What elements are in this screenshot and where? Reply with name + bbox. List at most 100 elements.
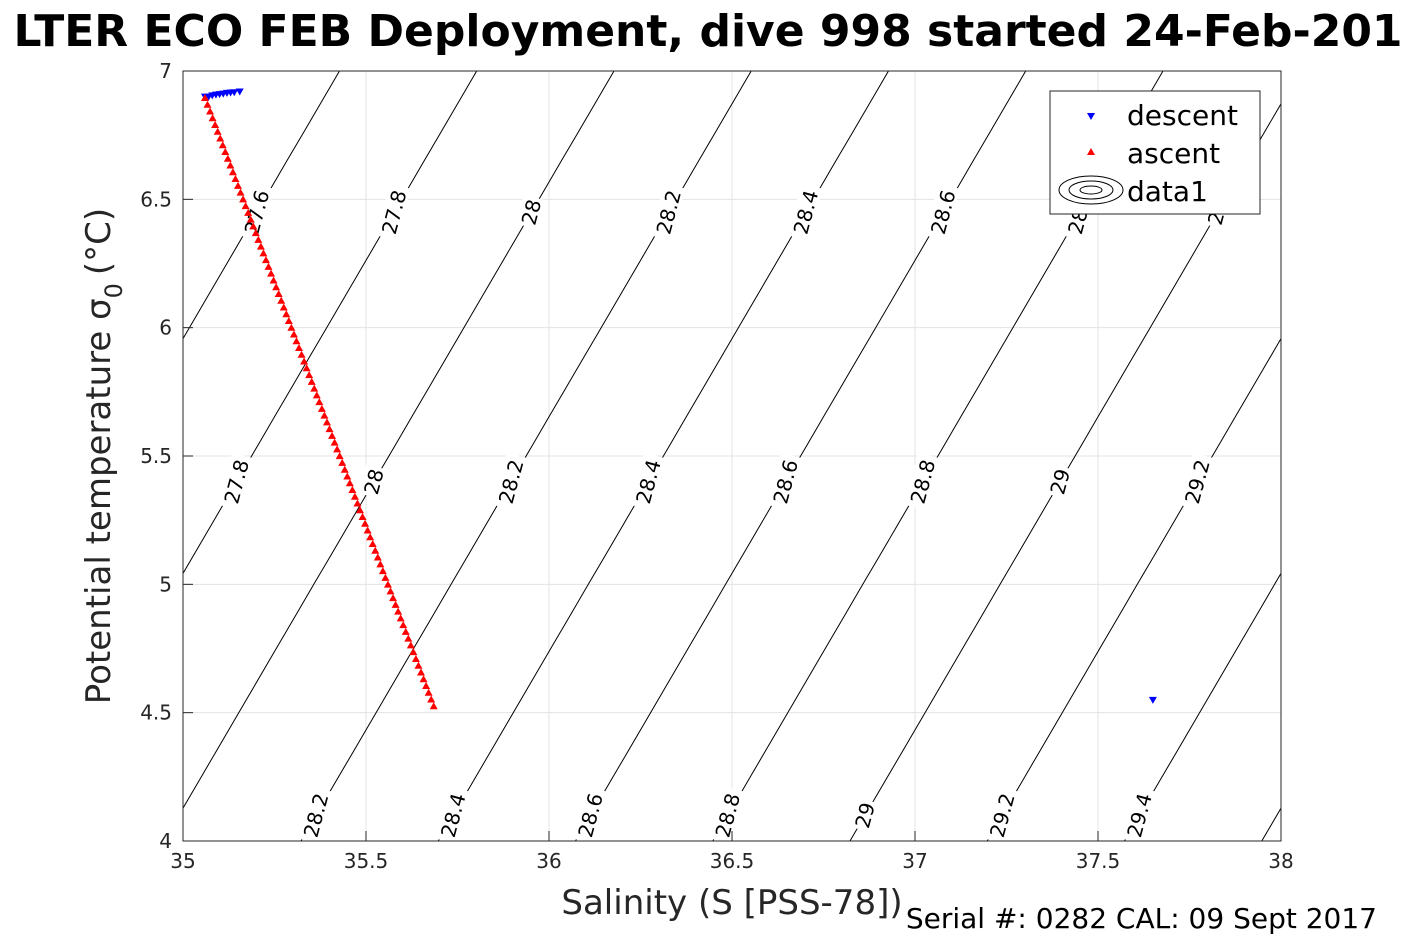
ascent-point [282, 310, 291, 318]
y-tick-label: 7 [159, 59, 172, 83]
ascent-point [361, 519, 370, 527]
ascent-point [320, 411, 329, 419]
ascent-point [345, 479, 354, 487]
ascent-point [378, 567, 387, 575]
ascent-point [399, 621, 408, 629]
ascent-point [203, 100, 212, 108]
isopycnal-line [183, 71, 478, 575]
y-tick-label: 6 [159, 316, 172, 340]
ascent-point [221, 148, 230, 156]
ascent-point [226, 161, 235, 169]
ascent-point [404, 634, 413, 642]
ascent-point [366, 533, 375, 541]
ascent-point [216, 134, 225, 142]
ascent-point [424, 688, 433, 696]
ascent-point [254, 235, 263, 243]
ascent-point [406, 641, 415, 649]
ascent-point [241, 202, 250, 210]
ascent-point [350, 492, 359, 500]
ascent-point [335, 452, 344, 460]
ascent-point [343, 472, 352, 480]
ascent-point [333, 445, 342, 453]
ascent-point [371, 546, 380, 554]
legend-contour-icon [1058, 175, 1124, 205]
ascent-point [373, 553, 382, 561]
isopycnal-line [300, 71, 752, 841]
isopycnal-line [437, 71, 890, 841]
ascent-point [328, 431, 337, 439]
ascent-point [239, 195, 248, 203]
ascent-point [231, 175, 240, 183]
descent-point [1148, 696, 1157, 704]
ascent-point [322, 418, 331, 426]
legend: descent ascent data1 [1049, 90, 1261, 215]
descent-point [235, 88, 244, 96]
ascent-point [325, 425, 334, 433]
ascent-point [305, 371, 314, 379]
legend-data1-label: data1 [1127, 175, 1208, 208]
descent-point [204, 93, 213, 101]
ascent-point [228, 168, 237, 176]
ascent-point [386, 587, 395, 595]
y-tick-label: 4 [159, 829, 172, 853]
isopycnal-line [986, 337, 1281, 841]
ascent-point [381, 573, 390, 581]
ascent-point [274, 289, 283, 297]
ascent-point [279, 303, 288, 311]
ascent-point [340, 465, 349, 473]
ascent-point [401, 627, 410, 635]
ascent-point [353, 499, 362, 507]
ascent-point [310, 384, 319, 392]
isopycnal-line [183, 71, 341, 340]
contour-label: 28 [515, 194, 546, 230]
ascent-point [363, 526, 372, 534]
ascent-point [236, 188, 245, 196]
ascent-point [315, 398, 324, 406]
ascent-point [302, 364, 311, 372]
ascent-point [419, 675, 428, 683]
ascent-point [427, 695, 436, 703]
ascent-point [383, 580, 392, 588]
ascent-point [259, 249, 268, 257]
y-axis-title-unit: (°C) [79, 208, 119, 275]
ascent-point [206, 107, 215, 115]
ascent-point [394, 607, 403, 615]
x-tick-label: 35 [170, 849, 195, 873]
contour-label: 28 [358, 464, 389, 499]
ascent-point [272, 283, 281, 291]
ascent-point [267, 269, 276, 277]
legend-ascent-marker [1087, 148, 1095, 155]
ascent-point [251, 229, 260, 237]
contour-label: 29 [849, 797, 880, 833]
ascent-point [356, 506, 365, 514]
ascent-point [297, 350, 306, 358]
ascent-point [292, 337, 301, 345]
y-axis-title: Potential temperature σ [79, 298, 119, 704]
ascent-point [223, 154, 232, 162]
ascent-point [300, 357, 309, 365]
ascent-point [211, 120, 220, 128]
ascent-point [234, 181, 243, 189]
ascent-point [338, 458, 347, 466]
y-tick-label: 5 [159, 572, 172, 596]
y-tick-label: 5.5 [140, 444, 172, 468]
chart-title: LTER ECO FEB Deployment, dive 998 starte… [13, 6, 1402, 57]
y-tick-label: 4.5 [140, 701, 172, 725]
legend-ascent-label: ascent [1127, 137, 1220, 170]
ascent-point [330, 438, 339, 446]
descent-point [219, 90, 228, 98]
ascent-point [200, 93, 209, 101]
isopycnal-line [1123, 572, 1281, 841]
ascent-point [289, 330, 298, 338]
ascent-point [269, 276, 278, 284]
x-tick-label: 36.5 [710, 849, 755, 873]
ascent-series [200, 93, 438, 710]
ascent-point [422, 681, 431, 689]
x-axis: 35 35.5 36 36.5 37 37.5 38 [170, 831, 1294, 873]
ascent-point [264, 262, 273, 270]
ascent-point [287, 323, 296, 331]
isopycnal-line [574, 71, 1027, 841]
ascent-point [348, 485, 357, 493]
x-tick-label: 38 [1268, 849, 1293, 873]
legend-descent-marker [1087, 113, 1095, 120]
